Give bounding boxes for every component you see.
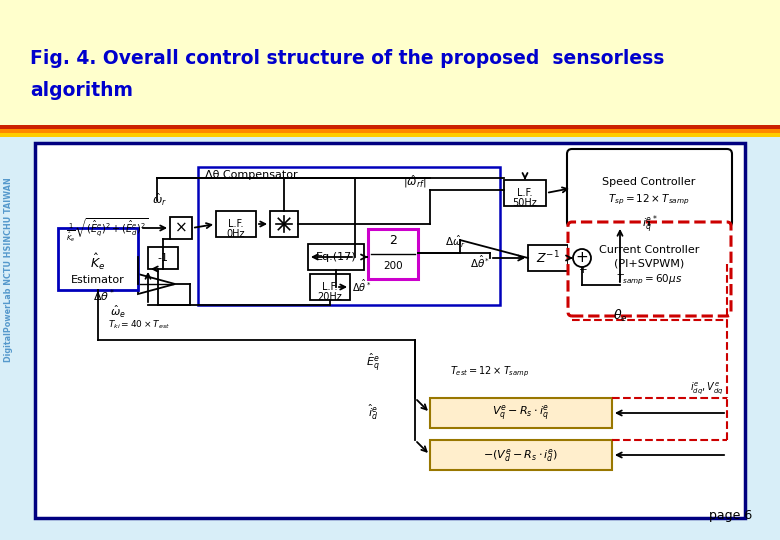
Text: 20Hz: 20Hz — [317, 292, 342, 302]
Text: 2: 2 — [389, 234, 397, 247]
Bar — [0, 129, 780, 133]
Text: $Z^{-1}$: $Z^{-1}$ — [536, 249, 560, 266]
FancyBboxPatch shape — [430, 440, 612, 470]
Text: $\hat{\omega}_e$: $\hat{\omega}_e$ — [110, 304, 126, 320]
FancyBboxPatch shape — [58, 228, 138, 290]
Text: $T_{samp}=60\mu s$: $T_{samp}=60\mu s$ — [616, 273, 682, 287]
Text: $V_q^e-R_s\cdot i_q^e$: $V_q^e-R_s\cdot i_q^e$ — [492, 403, 550, 423]
FancyBboxPatch shape — [270, 211, 298, 237]
Text: Estimator: Estimator — [71, 275, 125, 285]
Text: algorithm: algorithm — [30, 80, 133, 99]
Text: L.F.: L.F. — [229, 219, 243, 229]
Text: L.F.: L.F. — [322, 282, 338, 292]
FancyBboxPatch shape — [35, 143, 745, 518]
Bar — [0, 133, 780, 137]
Text: ×: × — [175, 220, 187, 235]
Text: 50Hz: 50Hz — [512, 198, 537, 208]
Bar — [0, 137, 780, 540]
Text: 200: 200 — [383, 261, 402, 271]
Text: Fig. 4. Overall control structure of the proposed  sensorless: Fig. 4. Overall control structure of the… — [30, 49, 665, 68]
Text: $\theta_e$: $\theta_e$ — [612, 308, 627, 324]
FancyBboxPatch shape — [430, 398, 612, 428]
Text: $\Delta\hat{\theta}^*$: $\Delta\hat{\theta}^*$ — [353, 278, 371, 294]
FancyBboxPatch shape — [368, 229, 418, 279]
FancyBboxPatch shape — [198, 167, 500, 305]
Polygon shape — [138, 274, 175, 294]
Text: DigitalPowerLab NCTU HSINCHU TAIWAN: DigitalPowerLab NCTU HSINCHU TAIWAN — [5, 178, 13, 362]
Circle shape — [573, 249, 591, 267]
Text: $T_{est}=12\times T_{samp}$: $T_{est}=12\times T_{samp}$ — [450, 365, 530, 379]
Text: $\hat{i}_d^{e}$: $\hat{i}_d^{e}$ — [368, 402, 378, 422]
Text: $\hat{K}_e$: $\hat{K}_e$ — [90, 252, 105, 272]
Text: $\hat{E}_q^e$: $\hat{E}_q^e$ — [366, 351, 380, 373]
Text: 0Hz: 0Hz — [227, 229, 245, 239]
Text: $\Delta\hat{\theta}^*$: $\Delta\hat{\theta}^*$ — [470, 254, 490, 270]
Text: $\frac{1}{\hat{K}_e}\sqrt{(\hat{E}_q^e)^2+(\hat{E}_d^e)^2}$: $\frac{1}{\hat{K}_e}\sqrt{(\hat{E}_q^e)^… — [66, 217, 148, 244]
FancyBboxPatch shape — [504, 180, 546, 206]
FancyBboxPatch shape — [310, 274, 350, 300]
Text: $i_{dq}^e,V_{dq}^e$: $i_{dq}^e,V_{dq}^e$ — [690, 380, 724, 396]
Text: Eq.(17): Eq.(17) — [316, 252, 356, 262]
Text: $-(V_d^e-R_s\cdot i_d^e)$: $-(V_d^e-R_s\cdot i_d^e)$ — [484, 447, 558, 463]
Text: Speed Controller: Speed Controller — [602, 177, 696, 187]
Text: (PI+SVPWM): (PI+SVPWM) — [614, 259, 684, 269]
FancyBboxPatch shape — [528, 245, 568, 271]
Text: -1: -1 — [158, 253, 168, 263]
Text: $\Delta\hat{\omega}_r$: $\Delta\hat{\omega}_r$ — [445, 234, 466, 250]
Text: +: + — [579, 265, 587, 275]
Text: Current Controller: Current Controller — [599, 245, 699, 255]
Text: page 6: page 6 — [709, 509, 752, 522]
Text: $i_q^{e*}$: $i_q^{e*}$ — [642, 214, 658, 236]
Text: $|\hat{\omega}_{rf}|$: $|\hat{\omega}_{rf}|$ — [403, 174, 427, 190]
FancyBboxPatch shape — [567, 149, 732, 227]
FancyBboxPatch shape — [568, 222, 731, 316]
Text: L.F.: L.F. — [517, 188, 533, 198]
Bar — [0, 0, 780, 125]
Text: Δθ Compensator: Δθ Compensator — [205, 170, 298, 180]
Text: $\hat{\omega}_r$: $\hat{\omega}_r$ — [153, 192, 168, 208]
Text: $\Delta\theta^*$: $\Delta\theta^*$ — [93, 288, 115, 305]
FancyBboxPatch shape — [148, 247, 178, 269]
Bar — [0, 125, 780, 129]
FancyBboxPatch shape — [170, 217, 192, 239]
Text: $T_{sp}=12\times T_{samp}$: $T_{sp}=12\times T_{samp}$ — [608, 193, 690, 207]
FancyBboxPatch shape — [308, 244, 364, 270]
Text: $T_{ki}=40\times T_{est}$: $T_{ki}=40\times T_{est}$ — [108, 319, 170, 331]
Text: +: + — [576, 249, 588, 265]
FancyBboxPatch shape — [216, 211, 256, 237]
